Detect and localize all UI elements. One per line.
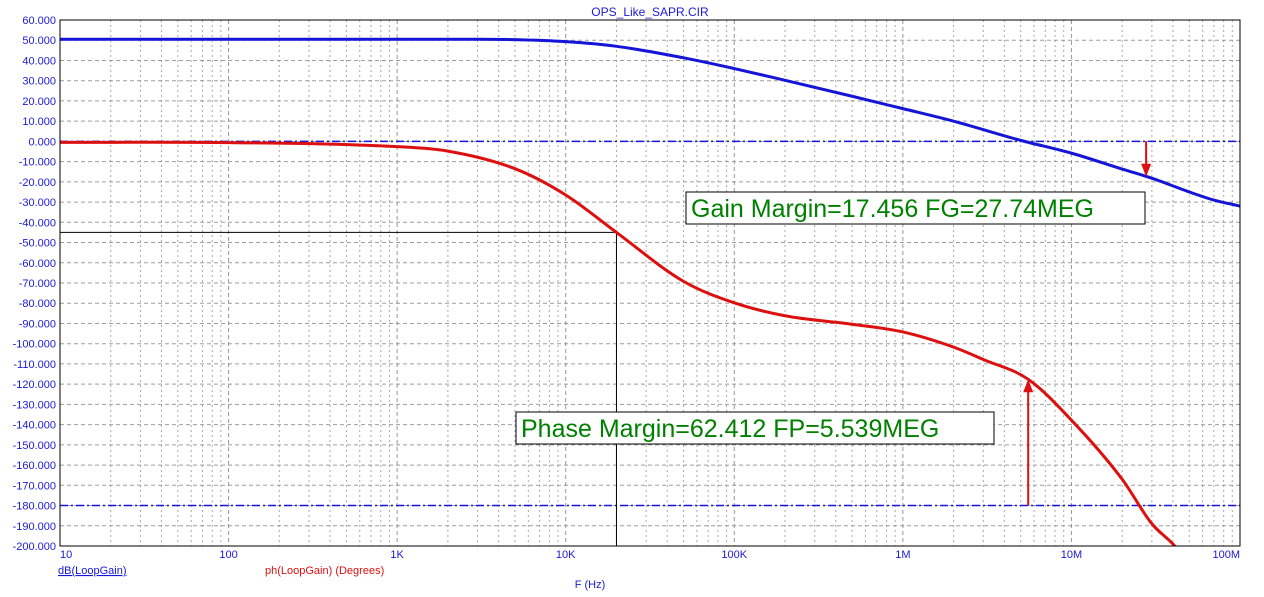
y-tick-label: -10.000 bbox=[19, 157, 56, 169]
y-tick-label: -80.000 bbox=[19, 298, 56, 310]
y-tick-label: -70.000 bbox=[19, 278, 56, 290]
y-tick-label: -200.000 bbox=[13, 541, 56, 553]
x-tick-label: 100K bbox=[721, 549, 747, 561]
y-tick-label: -170.000 bbox=[13, 480, 56, 492]
phase-margin-box bbox=[515, 411, 995, 445]
y-tick-label: 20.000 bbox=[22, 96, 56, 108]
y-tick-label: -100.000 bbox=[13, 339, 56, 351]
phase-margin-annotation: Phase Margin=62.412 FP=5.539MEG bbox=[515, 411, 995, 445]
y-tick-label: 60.000 bbox=[22, 15, 56, 27]
x-tick-label: 1K bbox=[390, 549, 404, 561]
y-tick-label: -180.000 bbox=[13, 501, 56, 513]
x-tick-label: 1M bbox=[895, 549, 910, 561]
y-tick-label: -140.000 bbox=[13, 420, 56, 432]
x-tick-labels: 10 100 1K 10K 100K 1M 10M 100M bbox=[60, 549, 1240, 561]
y-tick-label: -190.000 bbox=[13, 521, 56, 533]
reference-lines bbox=[60, 140, 1240, 507]
x-tick-label: 10M bbox=[1061, 549, 1082, 561]
phase-margin-arrow-head bbox=[1023, 379, 1034, 393]
x-tick-label: 10K bbox=[556, 549, 576, 561]
y-tick-label: 30.000 bbox=[22, 76, 56, 88]
legend-gain[interactable]: dB(LoopGain) bbox=[58, 565, 127, 577]
phase-curve bbox=[60, 140, 1177, 546]
x-tick-label: 100M bbox=[1212, 549, 1240, 561]
plot-frame bbox=[59, 19, 1241, 547]
gain-margin-box bbox=[685, 191, 1146, 225]
y-tick-label: -40.000 bbox=[19, 217, 56, 229]
y-tick-label: -150.000 bbox=[13, 440, 56, 452]
x-tick-label: 100 bbox=[219, 549, 237, 561]
y-tick-label: -90.000 bbox=[19, 318, 56, 330]
phase-margin-label: Phase Margin=62.412 FP=5.539MEG bbox=[521, 415, 939, 443]
y-tick-label: -120.000 bbox=[13, 379, 56, 391]
curves bbox=[60, 37, 1240, 546]
y-tick-label: 0.000 bbox=[28, 136, 56, 148]
x-tick-label: 10 bbox=[60, 549, 72, 561]
y-tick-label: 10.000 bbox=[22, 116, 56, 128]
y-tick-label: -60.000 bbox=[19, 258, 56, 270]
y-tick-label: 40.000 bbox=[22, 55, 56, 67]
gain-margin-arrow-head bbox=[1141, 163, 1152, 177]
y-tick-label: -20.000 bbox=[19, 177, 56, 189]
gain-curve bbox=[60, 37, 1240, 208]
phase-crosshair bbox=[60, 231, 617, 546]
y-tick-label: -50.000 bbox=[19, 238, 56, 250]
x-axis-label: F (Hz) bbox=[575, 579, 606, 591]
y-tick-label: -110.000 bbox=[13, 359, 56, 371]
y-tick-labels: 60.000 50.000 40.000 30.000 20.000 10.000 0.00… bbox=[13, 15, 56, 553]
chart-title: OPS_Like_SAPR.CIR bbox=[591, 5, 709, 19]
y-tick-label: -30.000 bbox=[19, 197, 56, 209]
legend-phase[interactable]: ph(LoopGain) (Degrees) bbox=[265, 565, 384, 577]
gain-margin-label: Gain Margin=17.456 FG=27.74MEG bbox=[691, 195, 1094, 223]
margin-markers bbox=[1023, 141, 1152, 506]
y-tick-label: -130.000 bbox=[13, 399, 56, 411]
y-tick-label: -160.000 bbox=[13, 460, 56, 472]
gain-margin-annotation: Gain Margin=17.456 FG=27.74MEG bbox=[685, 191, 1146, 225]
y-tick-label: 50.000 bbox=[22, 35, 56, 47]
